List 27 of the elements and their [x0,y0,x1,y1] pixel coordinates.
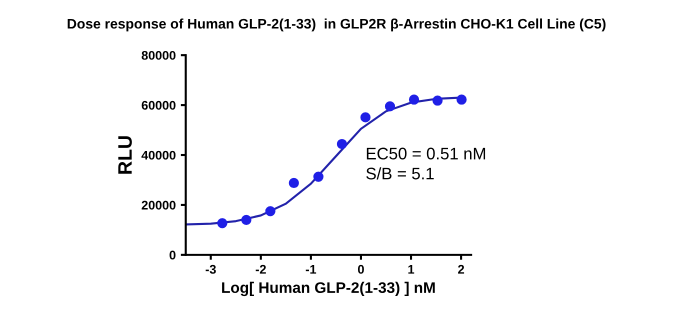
x-tick-label: 0 [358,264,364,274]
annotation: EC50 = 0.51 nM [366,148,486,160]
x-tick-label: -1 [306,265,316,274]
point [217,218,228,228]
point [360,112,371,122]
y-tick-label: 20000 [142,200,176,210]
point [265,206,276,216]
x-tick-label: -3 [206,264,216,274]
x-tick-label: 1 [408,265,414,274]
point [456,94,467,105]
x-tick-label: -2 [256,264,266,274]
y-tick-label: 80000 [142,50,176,60]
x-axis-title: Log[ Human GLP-2(1-33) ] nM [222,282,435,296]
x-tick-label: 2 [458,264,464,274]
point [384,101,396,112]
chart-title: Dose response of Human GLP-2(1-33) in GLP2R β-Arrestin CHO-K1 Cell Line (C5) [68,18,606,32]
point [288,178,299,188]
y-tick-label: 0 [170,250,176,260]
point [408,94,420,105]
annotation: S/B = 5.1 [366,167,434,180]
y-axis-title: RLU [118,136,132,174]
point [313,172,324,182]
point [432,96,443,106]
y-tick-label: 40000 [141,150,176,160]
y-tick-label: 60000 [142,100,176,110]
point [336,138,348,150]
point [241,214,252,226]
